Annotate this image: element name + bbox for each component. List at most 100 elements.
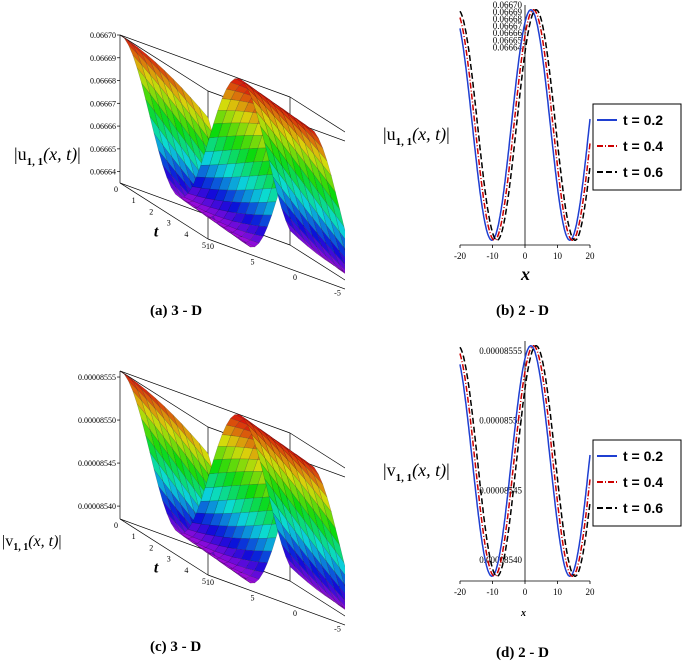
z-axis-label-c: |v1, 1(x, t)| [2,533,62,553]
y-axis-label-d-sub: 1, 1 [396,472,413,484]
legend: t = 0.2 t = 0.4 t = 0.6 [592,439,682,527]
z-tick-label: 0.06665 [90,145,116,154]
x-axis-label: x [520,608,526,619]
x-tick-label: 10 [553,587,563,597]
panel-d-2d-lines: 0.00008555 0.00008550 0.00008545 0.00008540… [345,336,685,636]
panel-a-3d-surface: 0.06670 0.06669 0.06668 0.06667 0.06666 0.066… [0,0,385,318]
y-axis-label-b-sub: 1, 1 [396,136,413,148]
t-tick-label: 1 [132,532,136,541]
x-tick-label: -5 [334,625,341,634]
y-axis-label-d-suffix: | [446,460,450,480]
legend-box [592,103,682,191]
x-tick-label: -5 [334,289,341,298]
caption-a: (a) 3 - D [150,303,203,319]
z-tick-label: 0.06666 [90,122,116,131]
chart-b-svg: 0.066700.066690.066680.066670.066660.066… [383,0,682,284]
series-line-1 [459,345,591,577]
x-tick-label: 20 [586,587,596,597]
x-tick-label: -10 [487,251,499,261]
x-tick-label: 20 [586,251,596,261]
caption-d: (d) 2 - D [496,645,549,661]
box-edge [119,34,291,98]
t-tick-label: 4 [184,566,188,575]
z-tick-label: 0.06670 [90,31,116,40]
y-tick-label: 0.06668 [493,14,523,24]
box-edge [119,518,209,576]
z-axis-label-a-prefix: |u [14,144,27,164]
t-tick-label: 4 [184,230,188,239]
x-tick-label: 5 [251,258,255,267]
y-tick-label: 0.06670 [493,0,523,10]
z-tick-label: 0.06664 [90,168,116,177]
y-tick-label: 0.06667 [493,21,523,31]
x-tick-label: 10 [206,242,214,251]
x-tick-label: 5 [251,594,255,603]
z-tick-label: 0.00008540 [78,502,116,511]
t-tick-label: 0 [114,521,118,530]
surface-mesh-c [119,370,379,627]
series-line-1 [459,9,591,241]
box-edge [119,370,291,434]
series-line-2 [459,345,591,577]
x-tick-label: 0 [523,251,528,261]
legend-box [592,439,682,527]
legend-entry: t = 0.2 [623,448,663,464]
panel-b-2d-lines: 0.06670 0.06669 0.06668 0.06667 0.06666 0.066… [345,0,685,300]
legend: t = 0.2 t = 0.4 t = 0.6 [592,103,682,191]
t-axis-label: t [154,560,159,577]
z-axis-label-c-suffix: | [58,533,61,550]
z-tick-label: 0.06667 [90,99,116,108]
z-tick-label: 0.06668 [90,77,116,86]
x-tick-label: 10 [553,251,563,261]
y-axis-label-b-suffix: | [446,124,450,144]
box-edge [119,182,209,240]
series-line-2 [459,9,591,241]
z-axis-label-a-suffix: | [77,144,81,164]
x-tick-label: 0 [523,587,528,597]
box-edge [119,34,209,92]
t-tick-label: 3 [167,219,171,228]
t-tick-label: 2 [149,543,153,552]
series-line-3 [459,9,591,241]
legend-entry: t = 0.6 [623,164,663,180]
surface-patch [119,34,134,46]
y-tick-label: 0.06665 [493,35,523,45]
y-tick-label: 0.06666 [493,28,523,38]
caption-b: (b) 2 - D [496,303,549,319]
z-axis-label-c-prefix: |v [2,533,13,550]
legend-entry: t = 0.2 [623,112,663,128]
chart-d-svg: 0.000085550.000085500.000085450.00008540… [383,341,682,619]
t-tick-label: 1 [132,196,136,205]
x-tick-label: -10 [487,587,499,597]
z-tick-label: 0.00008545 [78,459,116,468]
box-edge [119,370,209,428]
y-axis-label-d-args: (x, t) [412,460,446,481]
z-tick-label: 0.06669 [90,54,116,63]
z-axis-label-a: |u1, 1(x, t)| [14,144,81,168]
y-axis-label-d-prefix: |v [383,460,396,480]
z-axis-label-c-sub: 1, 1 [13,542,28,553]
legend-entry: t = 0.4 [623,138,663,154]
surface-mesh-a [119,34,379,291]
panel-c-3d-surface: 0.00008555 0.00008550 0.00008545 0.00008540… [0,336,385,654]
y-tick-label: 0.00008550 [479,416,522,426]
z-tick-label: 0.00008555 [78,373,116,382]
y-axis-label-b-prefix: |u [383,124,396,144]
x-tick-label: 0 [293,609,297,618]
y-axis-label-b-args: (x, t) [412,124,446,145]
t-tick-label: 5 [202,577,206,586]
series-line-3 [459,345,591,577]
t-tick-label: 3 [167,555,171,564]
y-axis-label-d: |v1, 1(x, t)| [383,460,450,484]
surface-patch [119,370,134,382]
caption-c: (c) 3 - D [150,639,202,655]
x-tick-label: 0 [293,273,297,282]
chart-c-svg: 0.00008555 0.00008550 0.00008545 0.00008540… [2,370,385,654]
t-axis-label: t [154,224,159,241]
x-tick-label: -20 [454,251,466,261]
legend-entry: t = 0.6 [623,500,663,516]
y-tick-label: 0.06669 [493,7,523,17]
t-tick-label: 0 [114,185,118,194]
x-tick-label: 10 [206,578,214,587]
y-tick-label: 0.00008555 [479,346,522,356]
